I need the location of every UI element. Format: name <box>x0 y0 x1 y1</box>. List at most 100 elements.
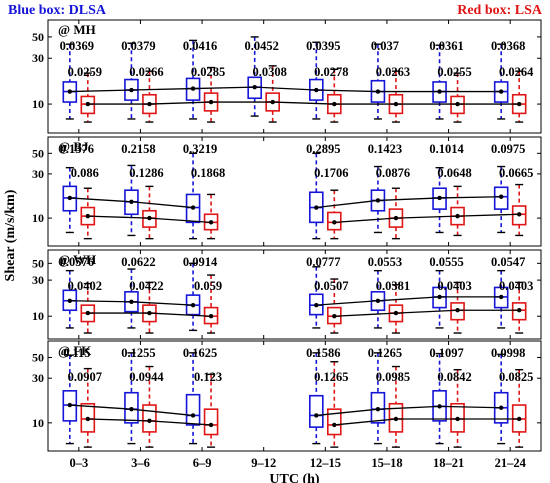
red-median-point <box>455 213 460 219</box>
red-box <box>80 402 96 433</box>
red-median-point <box>393 101 399 107</box>
red-data-label: 0.0264 <box>499 65 534 79</box>
blue-median-point <box>67 402 73 408</box>
blue-data-label: 0.1014 <box>429 142 464 156</box>
blue-data-label: 0.0452 <box>245 39 279 53</box>
blue-data-label: 0.0361 <box>429 39 463 53</box>
blue-data-label: 0.0395 <box>306 39 340 53</box>
blue-median-point <box>498 405 504 410</box>
blue-data-label: 0.0555 <box>429 255 463 269</box>
red-data-label: 0.086 <box>71 166 99 180</box>
red-median-point <box>147 310 152 316</box>
blue-data-label: 0.1586 <box>306 346 340 360</box>
panel-label-2: @ BJ <box>58 139 89 154</box>
y-tick-label: 30 <box>32 273 44 287</box>
red-median-point <box>393 416 399 422</box>
blue-box <box>185 393 201 426</box>
blue-median-point <box>129 199 134 204</box>
red-data-label: 0.0403 <box>437 279 471 293</box>
blue-median-point <box>314 413 319 418</box>
blue-median-point <box>129 299 134 305</box>
panel-label-3: @ WH <box>58 252 96 267</box>
blue-data-label: 0.1255 <box>121 346 155 360</box>
blue-median-point <box>129 87 134 93</box>
y-tick-label: 10 <box>32 309 44 323</box>
red-data-label: 0.1265 <box>314 370 348 384</box>
blue-median-point <box>190 205 196 210</box>
red-median-point <box>208 314 214 319</box>
blue-data-label: 0.0368 <box>491 39 525 53</box>
red-data-label: 0.0507 <box>314 279 348 293</box>
blue-median-line <box>316 196 502 209</box>
red-median-point <box>208 99 214 105</box>
blue-data-label: 0.0998 <box>491 346 525 360</box>
blue-box <box>370 391 386 424</box>
red-median-point <box>332 101 337 107</box>
red-box <box>511 302 527 321</box>
red-data-label: 0.1706 <box>314 166 348 180</box>
blue-median-point <box>437 89 442 94</box>
red-data-label: 0.0263 <box>376 65 410 79</box>
red-median-point <box>85 213 91 219</box>
red-data-label: 0.0285 <box>191 65 225 79</box>
y-tick-label: 50 <box>32 350 44 364</box>
y-tick-label: 50 <box>32 146 44 160</box>
blue-data-label: 0.0416 <box>183 39 217 53</box>
red-median-line <box>334 309 520 317</box>
blue-median-point <box>67 195 73 201</box>
blue-median-point <box>190 413 196 418</box>
red-median-point <box>455 416 460 422</box>
red-median-point <box>393 215 399 221</box>
x-axis-label: UTC (h) <box>269 472 320 483</box>
red-data-label: 0.0255 <box>437 65 471 79</box>
header-red-label: Red box: LSA <box>457 3 542 18</box>
x-tick-label: 0–3 <box>69 456 88 470</box>
blue-median-point <box>252 84 257 90</box>
red-median-point <box>147 215 152 221</box>
blue-data-label: 0.1376 <box>60 142 94 156</box>
red-box <box>203 408 219 436</box>
blue-median-point <box>437 195 442 201</box>
blue-data-label: 0.1625 <box>183 346 217 360</box>
red-median-point <box>516 416 522 422</box>
red-median-point <box>147 418 152 424</box>
red-box <box>450 302 465 321</box>
blue-data-label: 0.0914 <box>183 255 218 269</box>
x-tick-label: 21–24 <box>495 456 527 470</box>
red-median-point <box>516 212 522 217</box>
red-data-label: 0.123 <box>194 370 222 384</box>
x-tick-label: 6–9 <box>193 456 212 470</box>
blue-median-point <box>67 298 73 303</box>
red-box <box>80 95 96 115</box>
blue-box <box>493 186 509 210</box>
blue-median-point <box>437 294 442 300</box>
red-data-label: 0.0403 <box>499 279 533 293</box>
red-median-point <box>270 99 275 105</box>
x-tick-label: 12–15 <box>310 456 341 470</box>
red-median-point <box>393 310 399 316</box>
blue-median-point <box>314 302 319 308</box>
blue-median-point <box>190 86 196 91</box>
blue-median-line <box>69 86 502 93</box>
red-data-label: 0.0665 <box>499 166 533 180</box>
blue-median-point <box>498 194 504 199</box>
red-median-point <box>332 422 337 428</box>
red-data-label: 0.0278 <box>314 65 348 79</box>
red-median-point <box>332 314 337 319</box>
panel-frame-3 <box>47 249 542 340</box>
blue-data-label: 0.3219 <box>183 142 217 156</box>
x-tick-label: 3–6 <box>131 456 150 470</box>
y-axis-label: Shear (m/s/km) <box>3 189 18 281</box>
panel-frame-2 <box>47 136 542 247</box>
red-median-point <box>208 422 214 428</box>
blue-box <box>309 394 324 428</box>
red-median-line <box>334 418 520 426</box>
red-box <box>142 404 157 433</box>
blue-data-label: 0.0576 <box>60 255 94 269</box>
blue-median-point <box>314 87 319 93</box>
red-data-label: 0.0825 <box>499 370 533 384</box>
red-median-point <box>85 416 91 422</box>
y-tick-label: 10 <box>32 416 44 430</box>
blue-median-point <box>67 89 73 94</box>
